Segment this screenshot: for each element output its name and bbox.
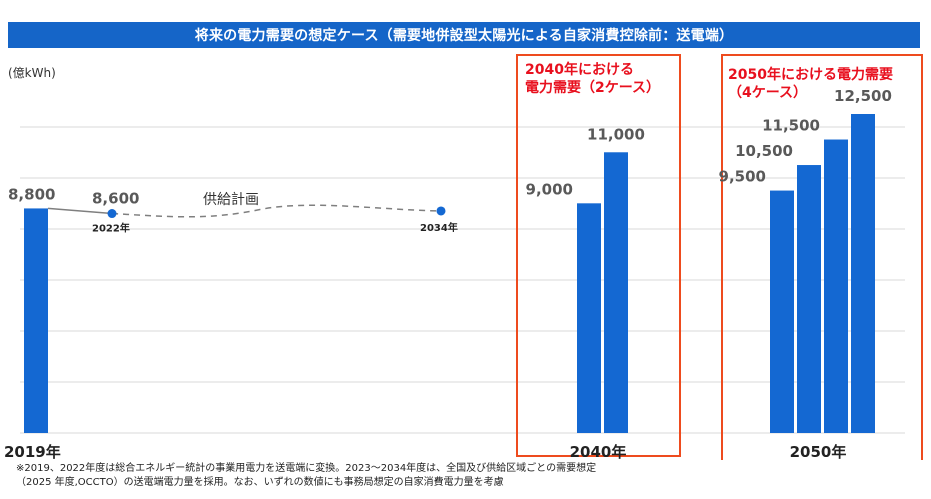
case-2040-line2: 電力需要（2ケース） — [525, 80, 661, 96]
gridlines — [20, 126, 905, 434]
unit-label: (億kWh) — [8, 66, 56, 80]
case-2040-line1: 2040年における — [525, 62, 634, 78]
supply-plan-label: 供給計画 — [203, 192, 259, 208]
bar-value-label: 11,000 — [587, 125, 645, 143]
point-2022-value-label: 8,600 — [92, 190, 139, 208]
bar — [851, 114, 875, 433]
case-2050-label: 2050年における電力需要 （4ケース） — [728, 66, 893, 102]
bar-value-label: 12,500 — [834, 87, 892, 105]
case-2050-frame — [721, 54, 923, 460]
bar — [604, 152, 628, 433]
bar-value-label: 9,500 — [719, 168, 766, 186]
labels: 8,800 9,000 11,000 9,500 10,500 11,500 12,500 8… — [4, 87, 892, 460]
bars — [24, 114, 875, 434]
bar — [24, 208, 48, 433]
supply-plan-dashed-segment — [111, 204, 442, 218]
footnote-line-2: （2025 年度,OCCTO）の送電端電力量を採用。なお、いずれの数値にも事務局… — [16, 477, 504, 488]
bar — [770, 190, 794, 433]
footnote-line-1: ※2019、2022年度は総合エネルギー統計の事業用電力を送電端に変換。2023… — [16, 463, 597, 474]
chart-title: 将来の電力需要の想定ケース（需要地併設型太陽光による自家消費控除前：送電端） — [8, 22, 920, 48]
bar — [824, 139, 848, 433]
case-2050-line1: 2050年における電力需要 — [728, 67, 893, 83]
x-axis-label: 2019年 — [4, 443, 61, 460]
case-2040-frame — [516, 54, 681, 457]
point-2034 — [436, 206, 446, 216]
supply-plan-solid-segment — [47, 207, 113, 215]
bar-value-label: 10,500 — [735, 142, 793, 160]
point-2034-year-label: 2034年 — [420, 221, 458, 234]
x-axis-label: 2040年 — [570, 443, 627, 460]
case-2040-label: 2040年における 電力需要（2ケース） — [525, 61, 660, 97]
x-axis-label: 2050年 — [790, 443, 847, 460]
supply-plan-line — [47, 204, 446, 219]
demand-chart: 8,800 9,000 11,000 9,500 10,500 11,500 12,500 8… — [4, 54, 923, 460]
bar — [797, 165, 821, 434]
point-2022-year-label: 2022年 — [92, 222, 130, 235]
bar-value-label: 11,500 — [762, 117, 820, 135]
case-2050-line2: （4ケース） — [728, 85, 808, 101]
bar — [577, 203, 601, 433]
point-2022 — [107, 209, 117, 219]
bar-value-label: 9,000 — [526, 180, 573, 198]
footnote: ※2019、2022年度は総合エネルギー統計の事業用電力を送電端に変換。2023… — [16, 462, 596, 490]
bar-value-label: 8,800 — [8, 185, 55, 203]
